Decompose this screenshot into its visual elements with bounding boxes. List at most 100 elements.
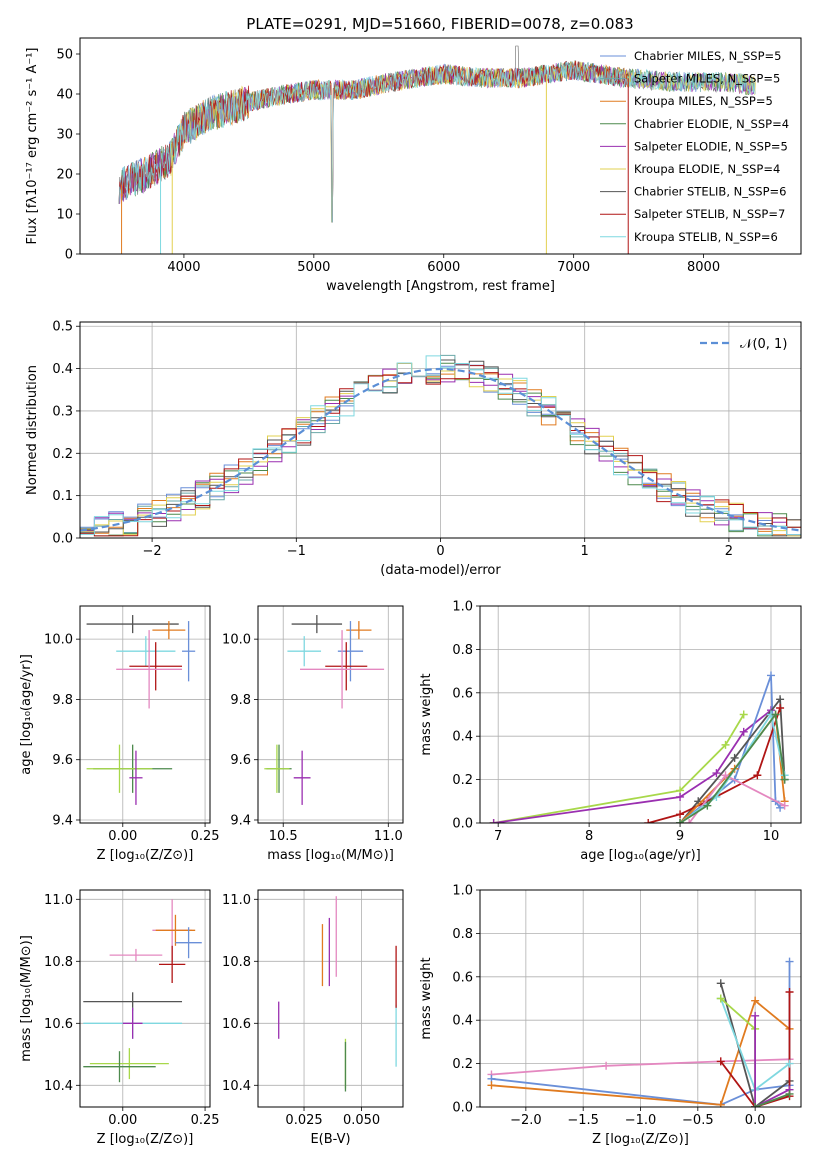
x-tick-label: 10.5: [269, 829, 298, 844]
x-tick-label: 8: [585, 829, 593, 844]
weight-marker: [676, 819, 685, 823]
y-tick-label: 0.4: [52, 362, 73, 377]
y-tick-label: 10.6: [222, 1017, 251, 1032]
weight-series-chabrier_elodie: [754, 1093, 790, 1107]
y-tick-label: 40: [56, 88, 73, 103]
y-axis-label: Normed distribution: [25, 365, 40, 495]
axes-frame: [79, 321, 802, 539]
weight-marker: [785, 987, 794, 996]
x-tick-label: −0.5: [682, 1113, 714, 1128]
x-axis-label: age [log₁₀(age/yr)]: [580, 848, 701, 863]
plot-area: [258, 890, 403, 1107]
x-tick-label: 0.25: [191, 1113, 220, 1128]
weight-marker: [771, 710, 780, 719]
weight-marker: [785, 957, 794, 966]
y-tick-label: 0.6: [452, 970, 473, 985]
legend-entry: Kroupa STELIB, N_SSP=6: [634, 230, 778, 244]
x-tick-label: 7: [494, 829, 502, 844]
marks: [118, 45, 756, 254]
weight-marker: [721, 740, 730, 749]
weight-marker: [716, 1100, 725, 1107]
x-tick-label: −2.0: [510, 1113, 542, 1128]
legend-entry: Chabrier MILES, N_SSP=5: [634, 49, 781, 63]
y-tick-label: 0: [65, 248, 73, 263]
weight-series-chabrier_stelib: [719, 983, 791, 1107]
panel-4: 10.5 11.0 9.4 9.6 9.8 10.0 mass [log₁₀(M/M⊙)]: [222, 605, 404, 863]
axes-frame: [79, 889, 211, 1108]
weight-marker: [730, 753, 739, 762]
weight-marker: [776, 695, 785, 704]
weight-marker: [676, 792, 685, 801]
axes-frame: [79, 605, 211, 824]
legend-entry: Salpeter MILES, N_SSP=5: [634, 72, 780, 86]
legend-entry: Salpeter ELODIE, N_SSP=5: [634, 139, 788, 153]
x-tick-label: 0.00: [108, 829, 137, 844]
weight-marker: [751, 1103, 760, 1107]
panel-1: 4000 5000 6000 7000 8000 0 10 20 30 40 50 wavelengt…: [25, 37, 802, 294]
weight-series-salpeter_elodie: [754, 1015, 790, 1107]
x-tick-label: 2: [725, 544, 733, 559]
y-tick-label: 10.4: [222, 1079, 251, 1094]
panel-7: 0.025 0.050 10.4 10.6 10.8 11.0 E(B-V): [222, 889, 404, 1147]
y-tick-label: 0.4: [452, 730, 473, 745]
y-tick-label: 0.5: [52, 320, 73, 335]
y-tick-label: 10.4: [44, 1079, 73, 1094]
y-axis-label: mass weight: [419, 673, 434, 755]
y-tick-label: 0.0: [452, 1101, 473, 1116]
y-tick-label: 9.8: [52, 693, 73, 708]
y-tick-label: 10.6: [44, 1017, 73, 1032]
plot-area: [80, 890, 210, 1107]
y-tick-label: 10.0: [222, 633, 251, 648]
plot-area: [80, 322, 801, 539]
x-axis-label: Z [log₁₀(Z/Z⊙)]: [97, 848, 194, 863]
weight-marker: [753, 771, 762, 780]
legend-entry: 𝒩(0, 1): [740, 337, 787, 352]
y-tick-label: 0.1: [52, 489, 73, 504]
marks: [80, 354, 801, 537]
normal-curve: [80, 367, 801, 532]
y-tick-label: 11.0: [44, 893, 73, 908]
panel-2: −2 −1 0 1 2 0.0 0.1 0.2 0.3 0.4 0.5 (data-model)/er…: [25, 320, 802, 578]
axes-frame: [257, 889, 404, 1108]
weight-marker: [751, 1011, 760, 1020]
marks: [86, 615, 196, 805]
legend-entry: Chabrier ELODIE, N_SSP=4: [634, 117, 789, 131]
legend-entry: Kroupa ELODIE, N_SSP=4: [634, 162, 780, 176]
x-axis-label: (data-model)/error: [380, 563, 501, 578]
plot-area: [80, 606, 210, 823]
y-tick-label: 0.4: [452, 1014, 473, 1029]
panel-8: −2.0 −1.5 −1.0 −0.5 0.0 0.0 0.2 0.4 0.6 0.8 1.0 Z […: [419, 884, 802, 1147]
marks: [83, 899, 202, 1083]
x-tick-label: −1.5: [567, 1113, 599, 1128]
weight-marker: [644, 819, 653, 823]
weight-marker: [766, 671, 775, 680]
y-tick-label: 1.0: [452, 600, 473, 615]
weight-marker: [602, 1061, 611, 1070]
y-axis-label: mass [log₁₀(M/M⊙)]: [19, 935, 34, 1062]
x-tick-label: 1: [581, 544, 589, 559]
y-tick-label: 0.2: [452, 1057, 473, 1072]
y-tick-label: 9.8: [230, 693, 251, 708]
panel-6: 0.00 0.25 10.4 10.6 10.8 11.0 Z [log₁₀(Z/Z⊙)] m…: [19, 889, 220, 1147]
weight-series-chabrier_elodie: [679, 712, 786, 823]
y-tick-label: 9.4: [52, 813, 73, 828]
x-tick-label: 0.00: [108, 1113, 137, 1128]
weight-marker: [776, 803, 785, 812]
plot-area: [258, 606, 403, 823]
y-axis-label: age [log₁₀(age/yr)]: [19, 654, 34, 775]
weight-marker: [785, 1089, 794, 1098]
y-tick-label: 0.2: [452, 773, 473, 788]
x-tick-label: −1: [287, 544, 306, 559]
x-tick-label: 0.025: [285, 1113, 322, 1128]
x-tick-label: 7000: [557, 260, 590, 275]
axes-frame: [257, 605, 404, 824]
weight-marker: [703, 801, 712, 810]
marks: [487, 957, 794, 1107]
x-tick-label: 5000: [297, 260, 330, 275]
x-tick-label: −2: [143, 544, 162, 559]
figure-title: PLATE=0291, MJD=51660, FIBERID=0078, z=0…: [246, 15, 633, 33]
weight-marker: [751, 996, 760, 1005]
x-tick-label: 0.050: [343, 1113, 380, 1128]
y-tick-label: 0.0: [52, 532, 73, 547]
